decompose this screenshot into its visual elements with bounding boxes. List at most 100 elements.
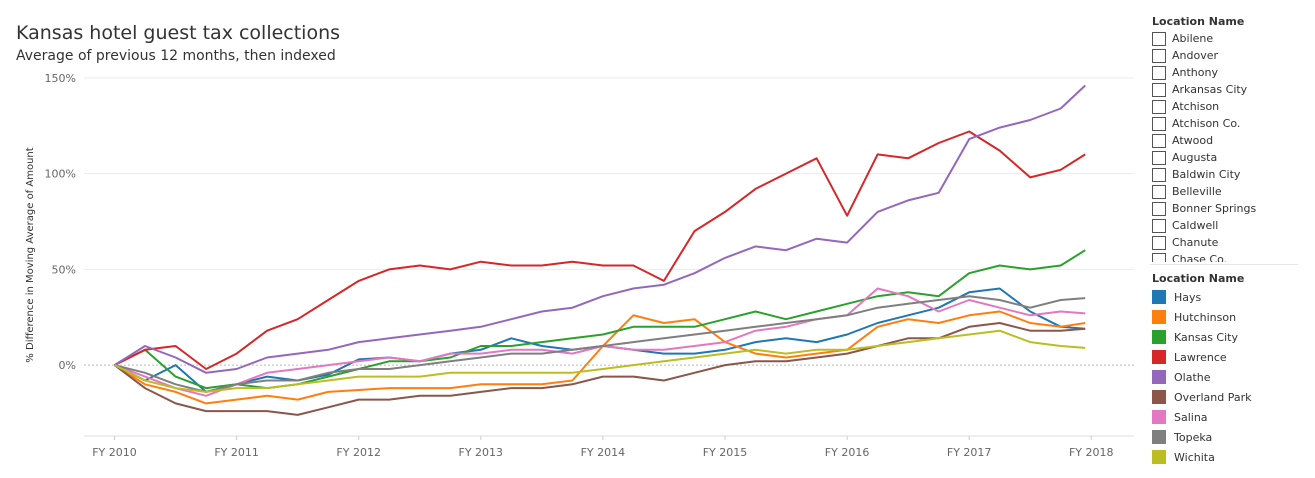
legend-label: Kansas City [1174,330,1238,344]
legend-item: Lawrence [1152,347,1302,367]
filter-checkbox[interactable] [1152,167,1166,182]
legend-label: Salina [1174,410,1208,424]
legend-swatch [1152,310,1166,324]
x-tick-label: FY 2018 [1069,446,1114,459]
filter-item[interactable]: Belleville [1152,183,1302,200]
filter-item-label: Atchison Co. [1172,117,1241,130]
legend-list: Hays Hutchinson Kansas City Lawrence Olathe O… [1152,287,1302,467]
filter-item-label: Abilene [1172,32,1214,45]
filter-item[interactable]: Abilene [1152,30,1302,47]
filter-checkbox[interactable] [1152,99,1166,114]
filter-checkbox[interactable] [1152,82,1166,97]
filter-item[interactable]: Atchison [1152,98,1302,115]
filter-item[interactable]: Chanute [1152,234,1302,251]
series-line-kansas-city [114,249,1086,390]
filter-item-label: Augusta [1172,151,1218,164]
x-tick-label: FY 2016 [825,446,870,459]
x-tick-label: FY 2014 [581,446,626,459]
filter-item[interactable]: Caldwell [1152,217,1302,234]
legend-label: Topeka [1174,430,1213,444]
legend-item: Olathe [1152,367,1302,387]
filter-item[interactable]: Augusta [1152,149,1302,166]
legend-swatch [1152,450,1166,464]
filter-item-label: Chase Co. [1172,253,1228,262]
x-tick-label: FY 2010 [92,446,137,459]
y-tick-label: 150% [45,72,76,85]
page-subtitle: Average of previous 12 months, then inde… [16,48,336,64]
legend-label: Overland Park [1174,390,1252,404]
filter-item[interactable]: Anthony [1152,64,1302,81]
filter-item-label: Atwood [1172,134,1214,147]
y-tick-label: 100% [45,168,76,181]
x-tick-label: FY 2012 [336,446,381,459]
filter-item[interactable]: Chase Co. [1152,251,1302,262]
legend-item: Salina [1152,407,1302,427]
filter-checkbox[interactable] [1152,201,1166,216]
legend-swatch [1152,290,1166,304]
series-line-hutchinson [113,310,1086,405]
panel-divider [1150,264,1298,265]
x-tick-label: FY 2017 [947,446,992,459]
x-tick-label: FY 2015 [703,446,748,459]
series-line-olathe [113,84,1086,374]
filter-checkbox[interactable] [1152,252,1166,262]
filter-checkbox[interactable] [1152,133,1166,148]
legend-item: Hutchinson [1152,307,1302,327]
filter-checkbox[interactable] [1152,65,1166,80]
filter-list[interactable]: Abilene Andover Anthony Arkansas City Atchis… [1152,30,1302,262]
filter-item-label: Belleville [1172,185,1222,198]
y-axis-label: % Difference in Moving Average of Amount [25,147,36,362]
series-line-salina [114,287,1086,397]
legend-swatch [1152,370,1166,384]
filter-item[interactable]: Baldwin City [1152,166,1302,183]
filter-item-label: Baldwin City [1172,168,1241,181]
filter-item-label: Andover [1172,49,1219,62]
page-title: Kansas hotel guest tax collections [16,22,341,44]
series-line-lawrence [114,130,1086,370]
legend-item: Hays [1152,287,1302,307]
filter-checkbox[interactable] [1152,235,1166,250]
filter-item-label: Bonner Springs [1172,202,1257,215]
filter-item-label: Atchison [1172,100,1220,113]
legend-swatch [1152,410,1166,424]
filter-item[interactable]: Atwood [1152,132,1302,149]
x-tick-label: FY 2011 [214,446,259,459]
legend-title: Location Name [1152,272,1245,285]
legend-label: Wichita [1174,450,1215,464]
location-filter[interactable]: Location Name Abilene Andover Anthony Arkan… [1152,14,1302,262]
y-tick-label: 50% [52,263,76,276]
series-line-wichita [114,329,1086,393]
line-chart: 0% 50% 100% 150% FY 2010 FY 2011 FY 2012 FY 201… [25,72,1134,459]
legend-label: Lawrence [1174,350,1227,364]
legend-label: Hays [1174,290,1202,304]
legend-label: Olathe [1174,370,1211,384]
filter-item-label: Anthony [1172,66,1218,79]
filter-item[interactable]: Arkansas City [1152,81,1302,98]
filter-checkbox[interactable] [1152,116,1166,131]
filter-item-label: Chanute [1172,236,1219,249]
filter-item-label: Caldwell [1172,219,1219,232]
x-tick-label: FY 2013 [459,446,504,459]
legend-swatch [1152,330,1166,344]
legend-item: Overland Park [1152,387,1302,407]
legend-item: Topeka [1152,427,1302,447]
legend-item: Kansas City [1152,327,1302,347]
filter-checkbox[interactable] [1152,48,1166,63]
legend-swatch [1152,390,1166,404]
series-line-overland-park [113,322,1086,416]
filter-checkbox[interactable] [1152,31,1166,46]
filter-item-label: Arkansas City [1172,83,1248,96]
filter-item[interactable]: Andover [1152,47,1302,64]
legend-item: Wichita [1152,447,1302,467]
filter-title: Location Name [1152,15,1245,28]
legend-label: Hutchinson [1174,310,1237,324]
filter-checkbox[interactable] [1152,218,1166,233]
filter-checkbox[interactable] [1152,150,1166,165]
y-tick-label: 0% [59,359,76,372]
filter-item[interactable]: Bonner Springs [1152,200,1302,217]
color-legend: Location Name Hays Hutchinson Kansas City L… [1152,271,1302,467]
filter-checkbox[interactable] [1152,184,1166,199]
series-line-topeka [114,295,1086,393]
filter-item[interactable]: Atchison Co. [1152,115,1302,132]
legend-swatch [1152,430,1166,444]
